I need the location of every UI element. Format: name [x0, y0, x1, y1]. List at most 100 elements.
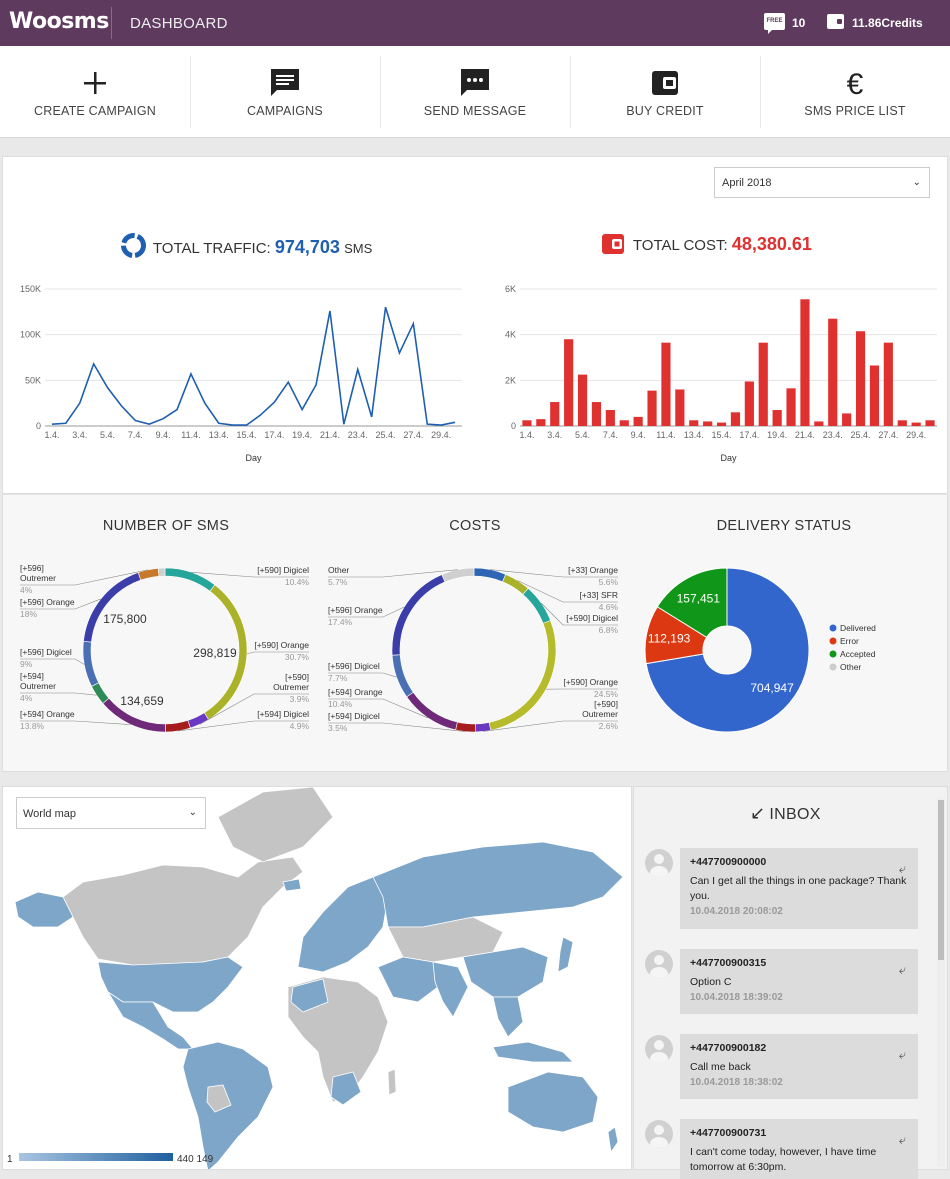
- plus-icon: [78, 66, 112, 100]
- slice-label: [+590]: [285, 672, 309, 682]
- delivery-status-title: DELIVERY STATUS: [634, 518, 934, 534]
- message-item[interactable]: +447700900182 Call me back 10.04.2018 18…: [680, 1034, 918, 1099]
- send-message-label: SEND MESSAGE: [380, 104, 570, 118]
- bar: [745, 381, 754, 426]
- month-select-value: April 2018: [722, 177, 772, 189]
- donut-slice: [188, 713, 209, 728]
- bar: [606, 410, 615, 426]
- slice-label: Outremer: [273, 682, 309, 692]
- reply-icon[interactable]: ⤶: [899, 1132, 906, 1148]
- x-tick-label: 3.4.: [72, 430, 87, 440]
- chat-lines-icon: [268, 66, 302, 100]
- arrow-down-left-icon: ↙: [750, 803, 765, 823]
- header-divider: [111, 7, 112, 39]
- slice-pct: 5.6%: [599, 577, 619, 587]
- buy-credit-label: BUY CREDIT: [570, 104, 760, 118]
- bar: [898, 420, 907, 426]
- donut-slice: [83, 573, 140, 643]
- action-bar: CREATE CAMPAIGN CAMPAIGNS SEND MESSAGE B…: [0, 46, 950, 138]
- map-select[interactable]: World map ⌄: [16, 797, 206, 829]
- slice-pct: 10.4%: [285, 577, 310, 587]
- total-traffic: TOTAL TRAFFIC: 974,703 SMS: [120, 232, 372, 259]
- avatar: [645, 849, 673, 877]
- donut-slice: [407, 692, 458, 730]
- x-tick-label: 19.4.: [767, 430, 787, 440]
- page-title: DASHBOARD: [130, 15, 228, 32]
- slice-pct: 4.9%: [290, 721, 310, 731]
- avatar: [645, 1120, 673, 1148]
- message-time: 10.04.2018 18:39:02: [690, 992, 908, 1003]
- slice-label: [+596] Digicel: [20, 647, 72, 657]
- message-item[interactable]: +447700900000 Can I get all the things i…: [680, 848, 918, 929]
- donut-slice: [392, 655, 413, 697]
- slice-label: [+594]: [20, 671, 44, 681]
- x-tick-label: 7.4.: [603, 430, 618, 440]
- donut-slice: [392, 575, 445, 656]
- slice-label: Outremer: [582, 709, 618, 719]
- bar: [786, 388, 795, 426]
- slice-pct: 13.8%: [20, 721, 45, 731]
- x-tick-label: 19.4.: [292, 430, 312, 440]
- buy-credit-button[interactable]: BUY CREDIT: [570, 46, 760, 137]
- slice-label: Outremer: [20, 681, 56, 691]
- sms-price-list-button[interactable]: € SMS PRICE LIST: [760, 46, 950, 137]
- legend-label: Error: [840, 636, 859, 646]
- slice-pct: 7.7%: [328, 673, 348, 683]
- reply-icon[interactable]: ⤶: [899, 962, 906, 978]
- message-item[interactable]: +447700900315 Option C 10.04.2018 18:39:…: [680, 949, 918, 1014]
- y-tick-label: 6K: [505, 284, 516, 294]
- message-number: +447700900182: [690, 1042, 908, 1054]
- app-logo[interactable]: Woosms: [9, 9, 109, 34]
- costs-title: COSTS: [325, 518, 625, 534]
- bar: [856, 331, 865, 426]
- credit-balance[interactable]: 11.86Credits: [852, 16, 923, 30]
- bar: [800, 299, 809, 426]
- slice-value-label: 704,947: [750, 681, 794, 695]
- reply-icon[interactable]: ⤶: [899, 1047, 906, 1063]
- map-europe: [298, 877, 388, 972]
- map-new-zealand: [608, 1127, 618, 1152]
- map-japan: [558, 937, 573, 972]
- traffic-ring-icon: [120, 232, 147, 259]
- campaigns-button[interactable]: CAMPAIGNS: [190, 46, 380, 137]
- donut-slice: [138, 568, 159, 580]
- campaigns-label: CAMPAIGNS: [190, 104, 380, 118]
- free-sms-count: 10: [792, 16, 805, 30]
- free-sms-icon: FREE: [764, 13, 785, 30]
- slice-label: [+590] Orange: [563, 677, 618, 687]
- x-tick-label: 5.4.: [575, 430, 590, 440]
- x-axis-label: Day: [245, 453, 262, 463]
- donut-slice: [456, 722, 476, 732]
- slice-pct: 17.4%: [328, 617, 353, 627]
- world-map[interactable]: 1 440 149: [3, 787, 632, 1170]
- series-line: [52, 307, 455, 425]
- slice-pct: 5.7%: [328, 577, 348, 587]
- slice-pct: 3.5%: [328, 723, 348, 733]
- center-label: 175,800: [103, 612, 147, 626]
- donut-slice: [523, 588, 551, 623]
- reply-icon[interactable]: ⤶: [899, 861, 906, 877]
- month-select[interactable]: April 2018 ⌄: [714, 167, 930, 198]
- slice-label: [+33] SFR: [579, 590, 618, 600]
- map-legend-min: 1: [7, 1154, 13, 1165]
- total-traffic-value: 974,703: [275, 237, 340, 257]
- slice-label: [+596] Digicel: [328, 661, 380, 671]
- bar: [759, 343, 768, 426]
- donut-slice: [165, 568, 215, 591]
- x-tick-label: 25.4.: [851, 430, 871, 440]
- bar: [925, 420, 934, 426]
- slice-pct: 4%: [20, 585, 33, 595]
- slice-value-label: 112,193: [648, 632, 691, 646]
- chevron-down-icon: ⌄: [189, 807, 197, 818]
- inbox-scrollbar-thumb[interactable]: [938, 800, 944, 960]
- y-tick-label: 4K: [505, 330, 516, 340]
- send-message-button[interactable]: SEND MESSAGE: [380, 46, 570, 137]
- bar: [773, 410, 782, 426]
- slice-value-label: 157,451: [677, 591, 721, 605]
- message-item[interactable]: +447700900731 I can't come today, howeve…: [680, 1119, 918, 1179]
- create-campaign-button[interactable]: CREATE CAMPAIGN: [0, 46, 190, 137]
- x-tick-label: 7.4.: [128, 430, 143, 440]
- x-tick-label: 27.4.: [403, 430, 423, 440]
- bar: [620, 420, 629, 426]
